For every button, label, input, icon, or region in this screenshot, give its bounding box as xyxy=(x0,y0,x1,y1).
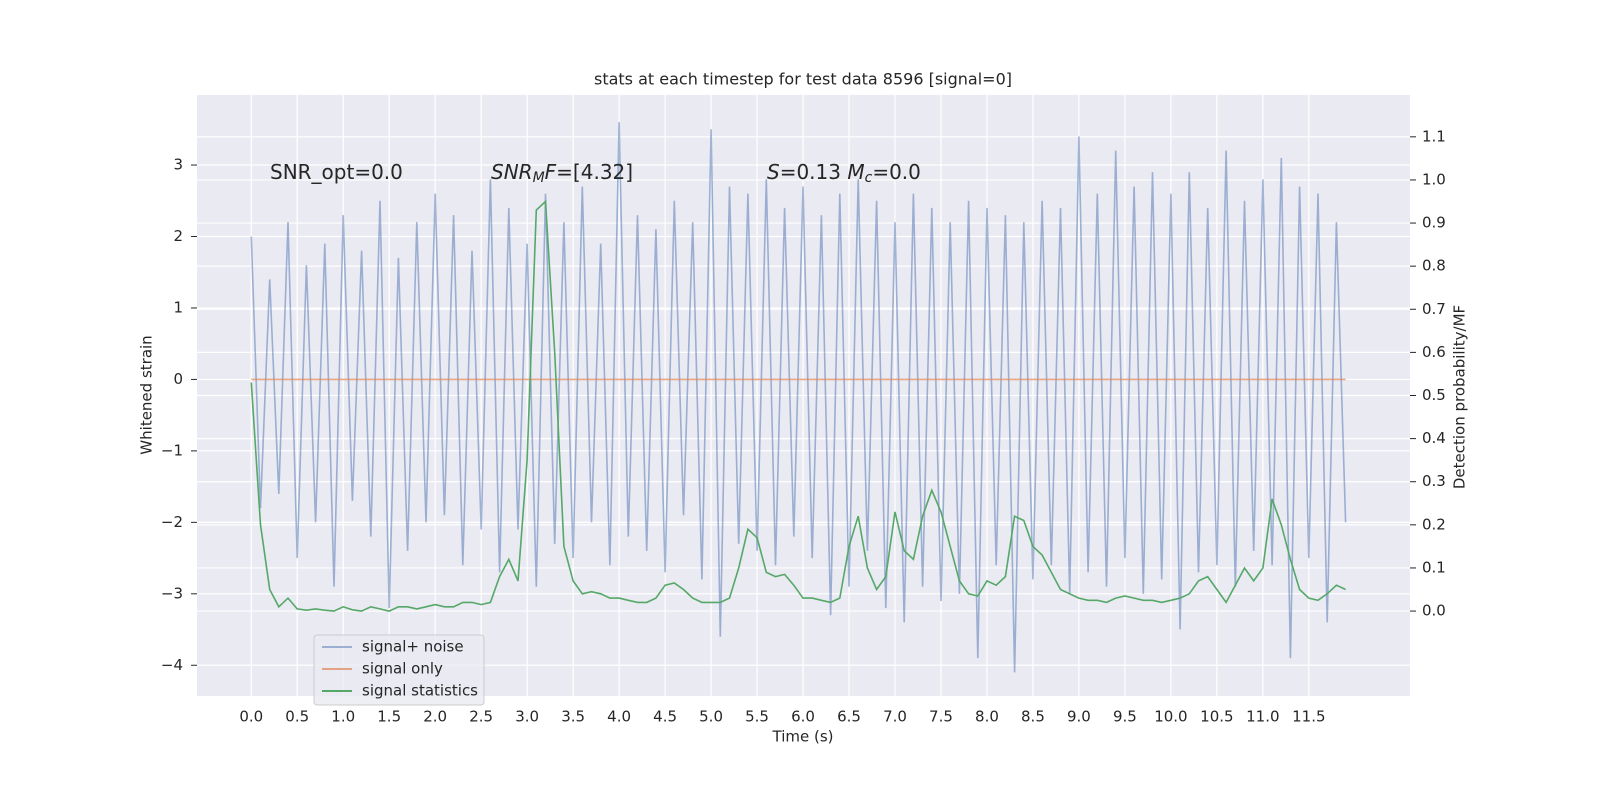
annotation-part: M xyxy=(847,160,864,184)
y2-tick-label: 0.3 xyxy=(1422,472,1446,490)
x-tick-label: 6.0 xyxy=(791,708,815,726)
x-tick-label: 6.5 xyxy=(837,708,861,726)
x-tick-label: 8.0 xyxy=(975,708,999,726)
annotation-part: M xyxy=(533,170,545,186)
y-tick-label: −1 xyxy=(161,441,183,459)
annotation-part: S xyxy=(767,160,780,184)
annotation-part: SNR xyxy=(491,160,533,184)
x-tick-label: 9.5 xyxy=(1113,708,1137,726)
x-tick-label: 2.0 xyxy=(423,708,447,726)
legend-label: signal statistics xyxy=(362,682,478,700)
y-tick-label: −2 xyxy=(161,513,183,531)
series-line xyxy=(250,122,1347,673)
annotation-part: =0.0 xyxy=(872,160,921,184)
x-tick-label: 10.5 xyxy=(1200,708,1233,726)
x-tick-label: 7.5 xyxy=(929,708,953,726)
y2-tick-label: 1.1 xyxy=(1422,127,1446,145)
x-tick-label: 3.5 xyxy=(561,708,585,726)
y2-tick-label: 1.0 xyxy=(1422,170,1446,188)
annotation: SNR_opt=0.0 xyxy=(270,160,403,184)
annotation-part: =0.13 xyxy=(780,160,848,184)
y-tick-label: 3 xyxy=(173,156,183,174)
x-tick-label: 0.0 xyxy=(239,708,263,726)
series-line xyxy=(250,199,1346,612)
y2-tick-label: 0.7 xyxy=(1422,300,1446,318)
annotation-part: F xyxy=(545,160,557,184)
y2-tick-label: 0.2 xyxy=(1422,515,1446,533)
x-tick-label: 1.5 xyxy=(377,708,401,726)
x-tick-label: 5.5 xyxy=(745,708,769,726)
y2-tick-label: 0.4 xyxy=(1422,429,1446,447)
annotation: SNRMF=[4.32] xyxy=(491,160,633,187)
x-tick-label: 0.5 xyxy=(285,708,309,726)
x-tick-label: 8.5 xyxy=(1021,708,1045,726)
x-tick-label: 4.5 xyxy=(653,708,677,726)
x-tick-label: 10.0 xyxy=(1154,708,1187,726)
legend-box xyxy=(313,634,485,706)
annotation: S=0.13 Mc=0.0 xyxy=(767,160,921,187)
legend-label: signal+ noise xyxy=(362,638,464,656)
x-tick-label: 2.5 xyxy=(469,708,493,726)
y2-tick-label: 0.6 xyxy=(1422,343,1446,361)
x-tick-label: 4.0 xyxy=(607,708,631,726)
y-tick-label: 2 xyxy=(173,227,183,245)
x-tick-label: 7.0 xyxy=(883,708,907,726)
x-tick-label: 1.0 xyxy=(331,708,355,726)
annotation-part: SNR_opt=0.0 xyxy=(270,160,403,184)
y2-axis-label: Detection probability/MF xyxy=(1451,305,1469,489)
y2-tick-label: 0.9 xyxy=(1422,214,1446,232)
x-tick-label: 3.0 xyxy=(515,708,539,726)
x-tick-label: 5.0 xyxy=(699,708,723,726)
y-tick-label: −3 xyxy=(161,584,183,602)
x-axis-label: Time (s) xyxy=(772,728,834,746)
y2-tick-label: 0.0 xyxy=(1422,602,1446,620)
chart-title: stats at each timestep for test data 859… xyxy=(594,70,1012,89)
legend-label: signal only xyxy=(362,660,443,678)
x-tick-label: 11.5 xyxy=(1292,708,1325,726)
y2-tick-label: 0.8 xyxy=(1422,257,1446,275)
annotation-part: =[4.32] xyxy=(556,160,633,184)
y-tick-label: 0 xyxy=(173,370,183,388)
y-axis-label: Whitened strain xyxy=(138,335,156,454)
y2-tick-label: 0.5 xyxy=(1422,386,1446,404)
y-tick-label: 1 xyxy=(173,298,183,316)
annotation-part: c xyxy=(865,170,873,186)
x-tick-label: 11.0 xyxy=(1246,708,1279,726)
x-tick-label: 9.0 xyxy=(1067,708,1091,726)
y-tick-label: −4 xyxy=(161,656,183,674)
y2-tick-label: 0.1 xyxy=(1422,558,1446,576)
